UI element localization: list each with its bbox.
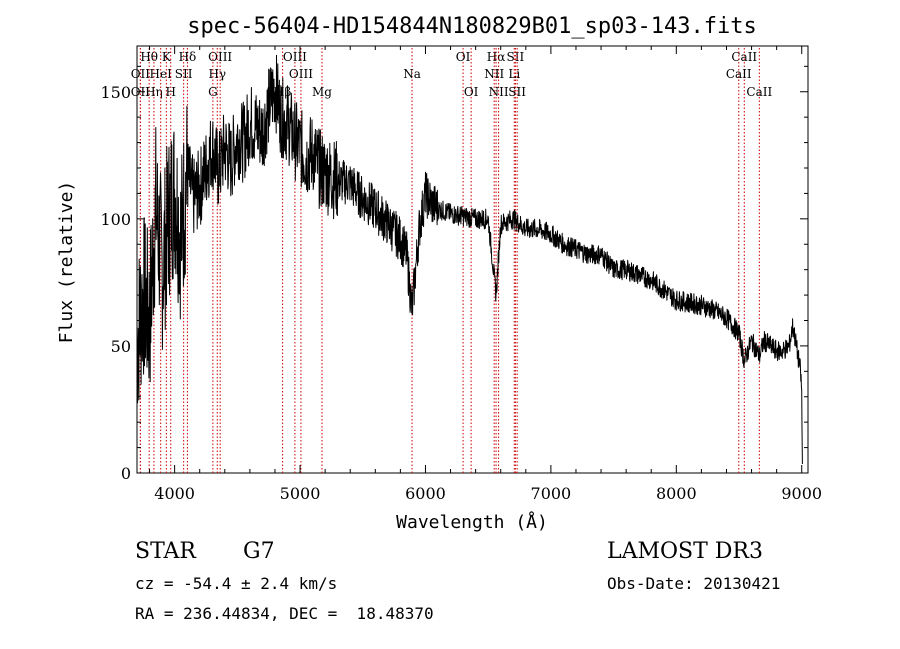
- observation-date: Obs-Date: 20130421: [607, 574, 781, 593]
- spectral-line-label: K: [162, 50, 172, 64]
- spectral-line-label: CaII: [731, 50, 757, 64]
- spectral-line-label: SII: [175, 67, 193, 81]
- plot-frame: [136, 45, 809, 474]
- spectral-line-label: G: [208, 85, 218, 99]
- spectral-line-label: SII: [508, 85, 526, 99]
- spectral-line-label: OI: [456, 50, 471, 64]
- spectral-line-label: Hη: [145, 85, 163, 99]
- spectral-line-label: NII: [484, 67, 504, 81]
- y-tick-label: 50: [111, 337, 131, 356]
- x-axis-label: Wavelength (Å): [396, 511, 548, 533]
- spectral-line-label: Mg: [312, 85, 332, 99]
- redshift-value: cz = -54.4 ± 2.4 km/s: [135, 574, 338, 593]
- object-class: STAR: [135, 539, 196, 564]
- x-tick-label: 8000: [656, 484, 697, 503]
- spectral-line-label: SII: [507, 50, 525, 64]
- spectral-line-label: OI: [464, 85, 479, 99]
- spectral-line-label: HeI: [150, 67, 173, 81]
- spectral-line-label: OIII: [283, 50, 307, 64]
- spectral-line-label: Hθ: [140, 50, 158, 64]
- y-tick-label: 100: [100, 210, 131, 229]
- spectral-line-label: NII: [489, 85, 509, 99]
- spectral-line-label: Hα: [487, 50, 506, 64]
- spectral-line-label: CaII: [746, 85, 772, 99]
- survey-name: LAMOST DR3: [607, 539, 763, 564]
- spectrum-chart: spec-56404-HD154844N180829B01_sp03-143.f…: [56, 14, 822, 533]
- x-tick-label: 5000: [280, 484, 321, 503]
- spectral-line-label: Hγ: [208, 67, 226, 81]
- spectral-line-label: H: [166, 85, 176, 99]
- x-tick-label: 4000: [154, 484, 195, 503]
- y-axis-label: Flux (relative): [56, 181, 77, 344]
- spectral-line-label: Hδ: [179, 50, 197, 64]
- spectrum-series-line: [136, 54, 803, 465]
- y-tick-label: 150: [100, 83, 131, 102]
- chart-title: spec-56404-HD154844N180829B01_sp03-143.f…: [187, 14, 757, 39]
- spectral-line-label: Na: [403, 67, 421, 81]
- x-tick-label: 7000: [531, 484, 572, 503]
- spectral-line-label: CaII: [726, 67, 752, 81]
- y-tick-label: 0: [121, 464, 131, 483]
- spectral-line-label: OIII: [289, 67, 313, 81]
- spectral-line-label: OIII: [208, 50, 232, 64]
- x-tick-label: 6000: [405, 484, 446, 503]
- spectral-line-label: Li: [508, 67, 520, 81]
- x-tick-label: 9000: [781, 484, 822, 503]
- coordinates: RA = 236.44834, DEC = 18.48370: [135, 604, 434, 623]
- spectral-subclass: G7: [243, 539, 275, 564]
